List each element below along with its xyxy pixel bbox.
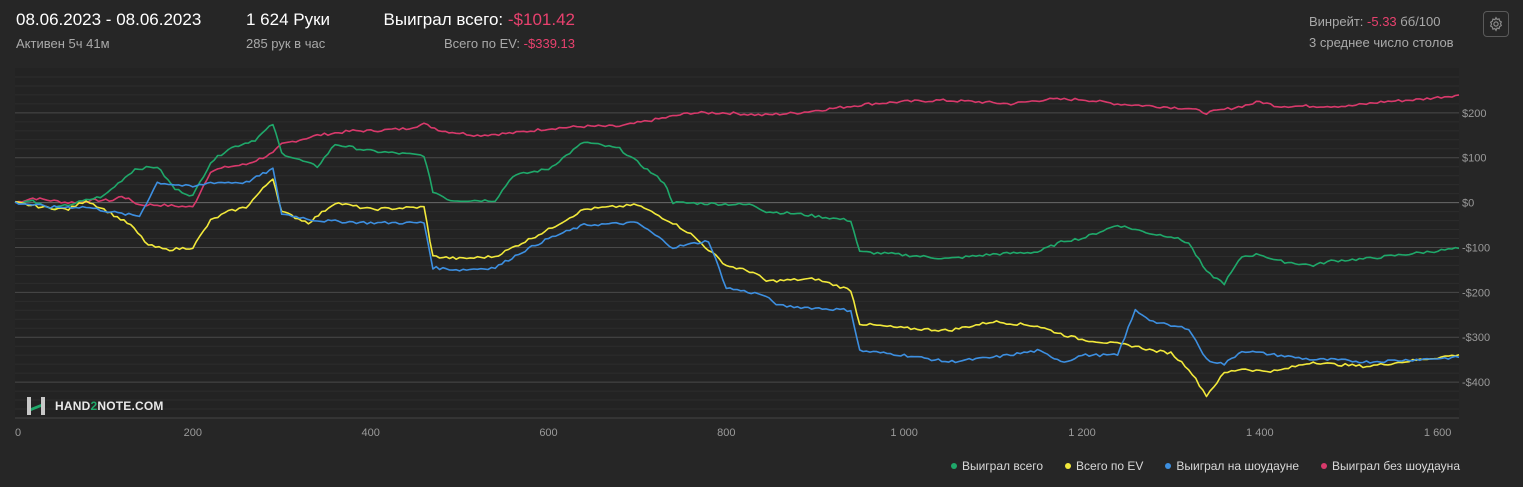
hand2note-logo: HAND2NOTE.COM [25,395,164,417]
x-tick-label: 1 000 [890,427,918,439]
series-line [14,178,1460,398]
legend-label: Выиграл без шоудауна [1332,459,1460,473]
y-tick-label: $0 [1462,198,1474,210]
y-tick-label: $200 [1462,108,1486,120]
x-tick-label: 200 [184,427,202,439]
chart-grid [15,68,1459,419]
x-tick-label: 0 [15,427,21,439]
legend-label: Всего по EV [1076,459,1144,473]
winrate-label: Винрейт: [1309,14,1364,29]
series-line [14,94,1460,208]
date-range: 08.06.2023 - 08.06.2023 [16,10,202,29]
x-tick-label: 1 200 [1068,427,1096,439]
legend-dot [1065,463,1072,469]
legend-item-ev-total[interactable]: Всего по EV [1065,459,1143,473]
series-line [14,167,1460,366]
series-line [14,123,1460,286]
legend-label: Выиграл на шоудауне [1176,459,1299,473]
winrate-unit: бб/100 [1400,14,1441,29]
y-tick-label: -$300 [1462,332,1490,344]
avg-tables: 3 среднее число столов [1309,35,1454,50]
x-tick-label: 1 600 [1424,427,1452,439]
won-total-value: -$101.42 [507,10,575,29]
settings-button[interactable] [1483,11,1509,37]
y-tick-label: -$200 [1462,287,1490,299]
x-tick-label: 1 400 [1246,427,1274,439]
hands-per-hour: 285 рук в час [246,36,326,51]
header-period: 08.06.2023 - 08.06.2023 Активен 5ч 41м [16,10,201,51]
ev-total-label: Всего по EV: [443,36,521,51]
legend-dot [950,463,957,469]
legend-label: Выиграл всего [961,459,1044,473]
won-total-label: Выиграл всего: [383,10,504,29]
hand2note-logo-icon [27,397,45,415]
x-tick-label: 400 [361,427,379,439]
active-time: Активен 5ч 41м [16,36,110,51]
y-tick-label: -$400 [1462,377,1490,389]
x-tick-label: 600 [539,427,557,439]
plot-area [15,68,1459,418]
winrate: Винрейт: -5.33 бб/100 [1309,14,1454,29]
x-axis-labels: 0 200 400 600 800 1 000 1 200 1 400 1 600 [15,427,1451,439]
y-tick-label: $100 [1462,153,1486,165]
ev-total-value: -$339.13 [523,36,575,51]
x-tick-label: 800 [717,427,735,439]
legend-item-showdown[interactable]: Выиграл на шоудауне [1165,459,1299,473]
logo-text: HAND2NOTE.COM [55,399,164,413]
legend-item-non-showdown[interactable]: Выиграл без шоудауна [1321,459,1460,473]
chart-series [14,94,1460,398]
legend-item-won-total[interactable]: Выиграл всего [950,459,1044,473]
legend-dot [1321,463,1327,469]
hands-count: 1 624 Руки [246,10,331,29]
ev-total: Всего по EV: -$339.13 [360,36,575,51]
y-axis-labels: $200 $100 $0 -$100 -$200 -$300 -$400 [1462,108,1490,389]
gear-icon [1489,16,1503,32]
chart-legend: Выиграл всего Всего по EV Выиграл на шоу… [950,459,1460,473]
y-tick-label: -$100 [1462,242,1490,254]
won-total: Выиграл всего: -$101.42 [360,10,575,30]
header-winrate: Винрейт: -5.33 бб/100 3 среднее число ст… [1309,10,1454,50]
header-won: Выиграл всего: -$101.42 Всего по EV: -$3… [360,10,575,51]
header-hands: 1 624 Руки 285 рук в час [246,10,330,51]
legend-dot [1165,463,1172,469]
winrate-value: -5.33 [1367,14,1397,29]
